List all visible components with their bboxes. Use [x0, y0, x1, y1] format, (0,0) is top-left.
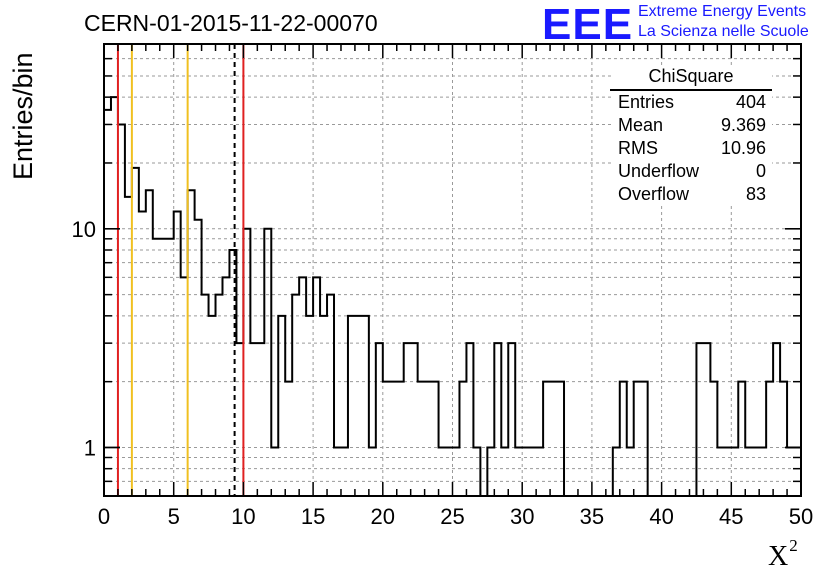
- stats-value: 0: [755, 161, 766, 181]
- x-tick-label: 50: [789, 504, 813, 529]
- stats-row-mean: Mean 9.369: [612, 114, 772, 137]
- stats-title: ChiSquare: [610, 66, 772, 91]
- x-axis-label: X2: [768, 536, 798, 572]
- x-tick-label: 0: [98, 504, 110, 529]
- tick-labels: 0 5 10 15 20 25 30 35 40 45 50 1 10: [72, 217, 814, 529]
- x-tick-label: 40: [649, 504, 673, 529]
- x-tick-label: 20: [371, 504, 395, 529]
- stats-label: Entries: [618, 92, 675, 112]
- stats-value: 9.369: [720, 115, 766, 135]
- stats-label: RMS: [618, 138, 658, 158]
- marker-lines: [116, 44, 245, 496]
- chart-title: CERN-01-2015-11-22-00070: [84, 10, 378, 36]
- stats-label: Mean: [618, 115, 664, 135]
- stats-value: 404: [735, 92, 766, 112]
- stats-row-overflow: Overflow 83: [612, 183, 772, 206]
- logo-subtitle-1: Extreme Energy Events: [638, 3, 807, 20]
- x-tick-label: 35: [580, 504, 604, 529]
- axis-ticks: [103, 44, 802, 497]
- stats-row-entries: Entries 404: [612, 91, 772, 114]
- x-tick-label: 5: [168, 504, 180, 529]
- x-tick-label: 15: [301, 504, 325, 529]
- eee-logo: EEE: [542, 0, 634, 49]
- y-axis-label: Entries/bin: [8, 52, 38, 180]
- stats-value: 10.96: [720, 138, 766, 158]
- stats-label: Overflow: [618, 184, 690, 204]
- stats-value: 83: [745, 184, 766, 204]
- x-tick-label: 45: [719, 504, 743, 529]
- stats-row-rms: RMS 10.96: [612, 137, 772, 160]
- logo-subtitle-2: La Scienza nelle Scuole: [638, 23, 809, 40]
- y-tick-label: 10: [72, 217, 96, 242]
- y-tick-label: 1: [84, 435, 96, 460]
- stats-box: ChiSquare Entries 404 Mean 9.369 RMS 10.…: [610, 66, 772, 206]
- x-tick-label: 25: [440, 504, 464, 529]
- stats-row-underflow: Underflow 0: [612, 160, 772, 183]
- stats-label: Underflow: [618, 161, 700, 181]
- x-tick-label: 30: [510, 504, 534, 529]
- x-tick-label: 10: [231, 504, 255, 529]
